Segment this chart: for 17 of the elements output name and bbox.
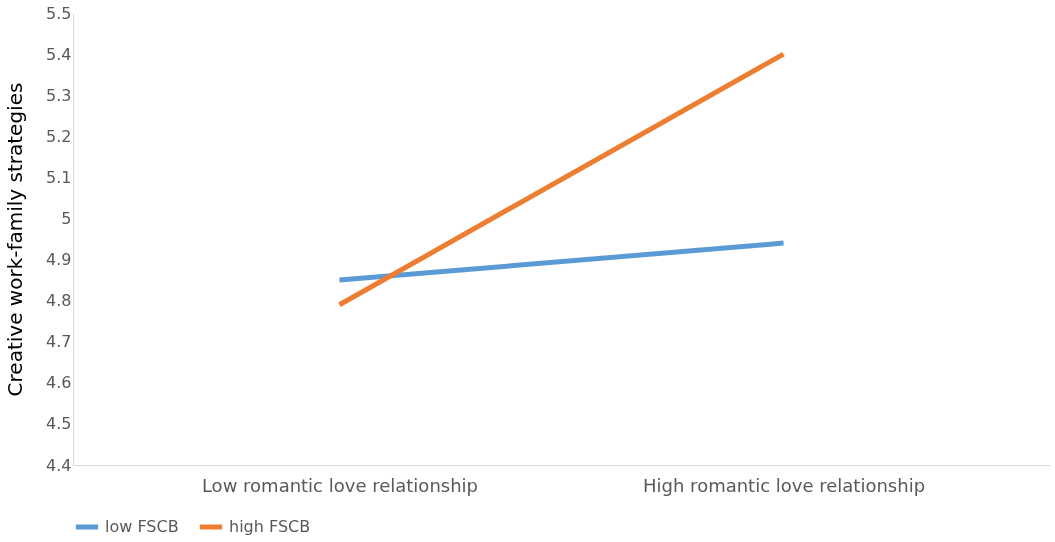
y-axis-title: Creative work-family strategies (3, 82, 28, 397)
legend-label: low FSCB (105, 517, 179, 536)
y-tick-label: 5.3 (46, 85, 72, 105)
y-tick-label: 5.2 (46, 126, 72, 146)
y-tick-label: 5.1 (46, 167, 72, 187)
y-tick-label: 4.8 (46, 291, 72, 311)
x-tick-label: High romantic love relationship (643, 474, 926, 496)
y-tick-label: 5.5 (46, 3, 72, 23)
y-tick-label: 4.6 (46, 373, 72, 393)
y-tick-label: 5 (61, 208, 72, 228)
y-tick-label: 4.4 (46, 455, 72, 475)
legend-label: high FSCB (229, 517, 311, 536)
y-tick-label: 4.9 (46, 250, 72, 270)
y-tick-label: 4.7 (46, 332, 72, 352)
y-tick-label: 4.5 (46, 414, 72, 434)
y-tick-label: 5.4 (46, 44, 72, 64)
x-tick-label: Low romantic love relationship (201, 474, 479, 496)
